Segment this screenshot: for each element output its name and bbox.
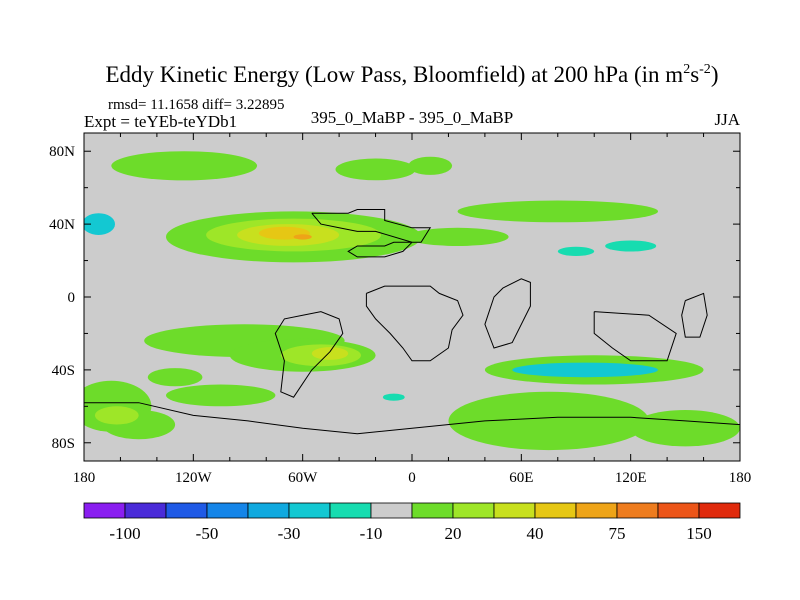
y-tick-label: 80S bbox=[52, 436, 75, 452]
coastline bbox=[681, 292, 708, 338]
contour-region-pos-low bbox=[111, 151, 258, 181]
season-label: JJA bbox=[714, 110, 740, 129]
contour-regions bbox=[84, 151, 740, 451]
colorbar-swatch bbox=[124, 502, 167, 519]
center-label: 395_0_MaBP - 395_0_MaBP bbox=[311, 108, 513, 127]
stats-label: rmsd= 11.1658 diff= 3.22895 bbox=[108, 97, 285, 113]
colorbar-swatch bbox=[616, 502, 659, 519]
coastline bbox=[484, 278, 531, 349]
x-tick-label: 120W bbox=[175, 470, 213, 486]
colorbar-swatch bbox=[288, 502, 331, 519]
x-tick-label: 120E bbox=[615, 470, 647, 486]
colorbar-swatch bbox=[534, 502, 577, 519]
colorbar-label: 75 bbox=[609, 524, 626, 543]
contour-region-pos-mid bbox=[94, 406, 139, 425]
x-tick-label: 60E bbox=[509, 470, 533, 486]
coastline bbox=[365, 285, 464, 362]
title-unit-close: ) bbox=[711, 62, 719, 87]
y-tick-label: 0 bbox=[68, 290, 76, 306]
contour-region-pos-low bbox=[457, 200, 658, 223]
colorbar-swatch bbox=[83, 502, 126, 519]
colorbar-label: -50 bbox=[196, 524, 219, 543]
contour-region-pos-low bbox=[630, 410, 740, 447]
contour-region-low-neg bbox=[382, 393, 405, 401]
colorbar-swatch bbox=[206, 502, 249, 519]
contour-region-neg bbox=[512, 362, 658, 378]
colorbar-label: -30 bbox=[278, 524, 301, 543]
colorbar-label: 20 bbox=[445, 524, 462, 543]
colorbar-label: 40 bbox=[527, 524, 544, 543]
colorbar-swatch bbox=[452, 502, 495, 519]
coastline bbox=[274, 311, 344, 398]
contour-region-pos-low bbox=[448, 391, 649, 451]
colorbar-label: 150 bbox=[686, 524, 712, 543]
x-axis: 180 120W 60W 0 60E 120E 180 bbox=[73, 133, 752, 486]
x-tick-label: 180 bbox=[729, 470, 752, 486]
colorbar: -100 -50 -30 -10 20 40 75 150 bbox=[83, 502, 741, 543]
colorbar-swatch bbox=[657, 502, 700, 519]
y-tick-label: 40S bbox=[52, 363, 75, 379]
y-tick-label: 80N bbox=[49, 144, 75, 160]
colorbar-label: -100 bbox=[109, 524, 140, 543]
colorbar-swatch bbox=[411, 502, 454, 519]
title-unit-s: s bbox=[690, 62, 699, 87]
colorbar-swatch bbox=[698, 502, 741, 519]
colorbar-swatch bbox=[329, 502, 372, 519]
coastlines bbox=[84, 209, 740, 435]
coastline bbox=[84, 402, 740, 435]
colorbar-swatch bbox=[370, 502, 413, 519]
x-tick-label: 0 bbox=[408, 470, 416, 486]
colorbar-swatch bbox=[575, 502, 618, 519]
contour-region-low-neg bbox=[605, 240, 657, 252]
title-unit-sup2: -2 bbox=[699, 62, 711, 77]
contour-region-pos-low bbox=[147, 368, 203, 387]
chart-title: Eddy Kinetic Energy (Low Pass, Bloomfiel… bbox=[106, 62, 719, 87]
contour-region-neg bbox=[84, 213, 115, 235]
contour-region-pos-high bbox=[311, 347, 349, 360]
contour-region-low-neg bbox=[557, 246, 595, 256]
map-plot bbox=[84, 133, 740, 461]
expt-label: Expt = teYEb-teYDb1 bbox=[84, 112, 237, 131]
contour-region-pos-low bbox=[166, 384, 276, 407]
y-tick-label: 40N bbox=[49, 217, 75, 233]
contour-region-pos-low bbox=[406, 227, 509, 246]
colorbar-swatch bbox=[165, 502, 208, 519]
colorbar-swatch bbox=[247, 502, 290, 519]
coastline bbox=[311, 209, 432, 258]
x-tick-label: 60W bbox=[288, 470, 318, 486]
colorbar-swatch bbox=[493, 502, 536, 519]
y-axis: 80N 40N 0 40S 80S bbox=[49, 144, 740, 452]
title-unit-sup1: 2 bbox=[683, 62, 690, 77]
contour-region-pos-low bbox=[335, 158, 416, 181]
x-tick-label: 180 bbox=[73, 470, 96, 486]
contour-region-peak-core bbox=[293, 234, 312, 240]
colorbar-label: -10 bbox=[360, 524, 383, 543]
coastline bbox=[593, 311, 677, 362]
contour-region-pos-low bbox=[408, 156, 453, 175]
